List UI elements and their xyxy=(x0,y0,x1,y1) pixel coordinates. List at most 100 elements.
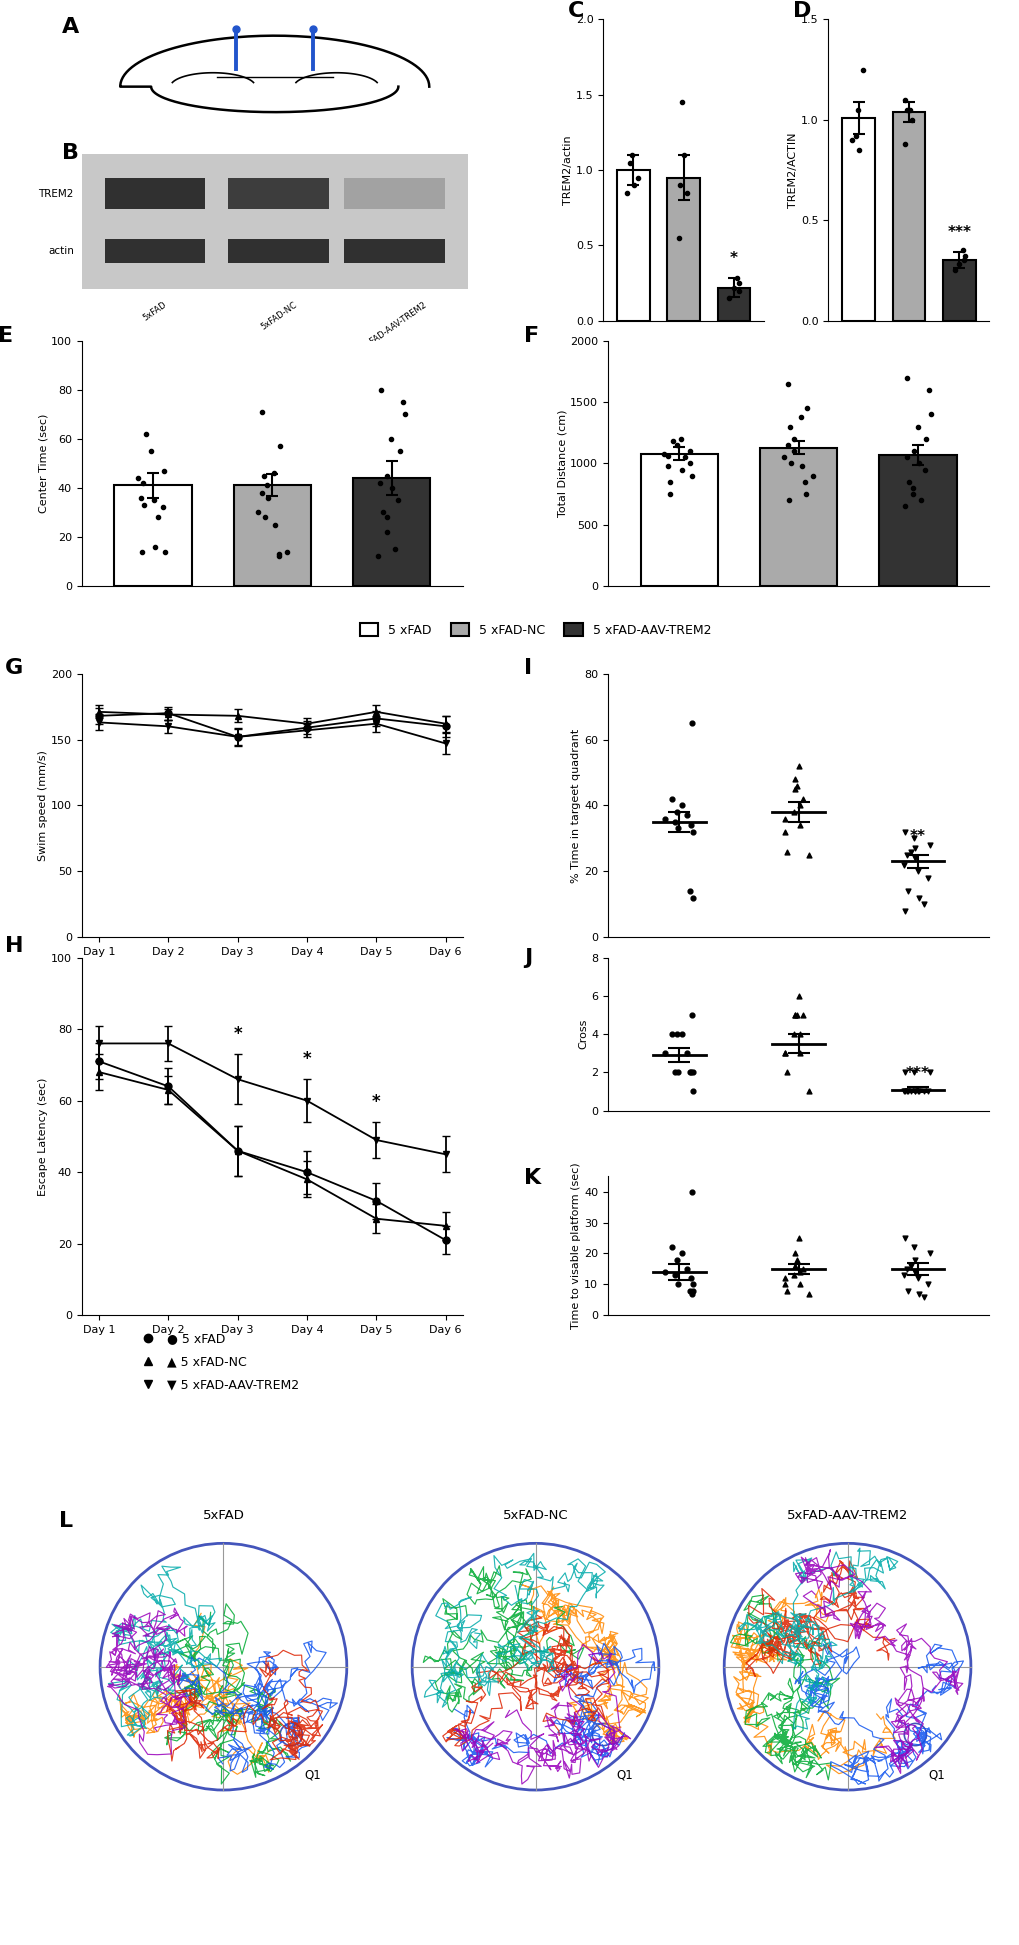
Point xyxy=(909,1076,925,1107)
Text: ***: *** xyxy=(905,1066,929,1081)
Point xyxy=(372,375,388,407)
Point xyxy=(794,1000,810,1031)
Point xyxy=(900,467,916,498)
Point xyxy=(897,84,913,115)
Point xyxy=(625,169,641,200)
Point xyxy=(898,840,914,871)
Point xyxy=(671,222,687,253)
Point xyxy=(669,1268,686,1299)
Point xyxy=(629,161,645,193)
Bar xyxy=(616,169,649,321)
Text: Q1: Q1 xyxy=(927,1768,944,1782)
Point xyxy=(915,1282,931,1313)
Point xyxy=(955,245,971,276)
Text: TREM2: TREM2 xyxy=(39,189,73,198)
Y-axis label: Center Time (sec): Center Time (sec) xyxy=(38,414,48,513)
Point xyxy=(786,1000,802,1031)
Point xyxy=(906,1076,922,1107)
Point xyxy=(909,410,925,442)
Point xyxy=(785,424,801,455)
Bar xyxy=(640,453,717,585)
Point xyxy=(685,1276,701,1307)
Point xyxy=(775,1037,792,1068)
Bar xyxy=(105,179,205,210)
Bar xyxy=(892,111,924,321)
Text: Q1: Q1 xyxy=(304,1768,320,1782)
Point xyxy=(776,1037,793,1068)
Text: actin: actin xyxy=(48,247,73,257)
Text: *: * xyxy=(730,251,737,266)
Point xyxy=(685,1268,701,1299)
Point xyxy=(900,875,916,906)
Point xyxy=(779,836,795,867)
Point xyxy=(659,440,676,471)
Point xyxy=(779,430,795,461)
Point xyxy=(679,1037,695,1068)
Point xyxy=(725,272,741,303)
Point xyxy=(683,1278,699,1309)
Point xyxy=(850,134,866,165)
Point xyxy=(266,457,282,488)
Point xyxy=(916,453,932,484)
Title: 5xFAD-AAV-TREM2: 5xFAD-AAV-TREM2 xyxy=(786,1509,907,1523)
Text: 5xFAD-AAV-TREM2: 5xFAD-AAV-TREM2 xyxy=(360,300,428,352)
Point xyxy=(133,482,150,513)
Point xyxy=(684,1177,700,1208)
Text: L: L xyxy=(59,1511,73,1531)
Point xyxy=(791,1019,807,1050)
Point xyxy=(789,1000,805,1031)
Point xyxy=(382,424,398,455)
Bar xyxy=(759,447,837,585)
Point xyxy=(661,478,678,510)
Point xyxy=(668,1019,685,1050)
Point xyxy=(920,1237,936,1268)
Point xyxy=(786,1019,802,1050)
Point xyxy=(259,471,275,502)
Point xyxy=(656,803,673,834)
Point xyxy=(133,537,150,568)
Point xyxy=(919,862,935,893)
Text: C: C xyxy=(568,2,584,21)
Point xyxy=(662,784,679,815)
Point xyxy=(903,105,919,136)
Text: **: ** xyxy=(909,829,925,844)
Point xyxy=(789,1245,805,1276)
Point xyxy=(847,121,863,152)
Point xyxy=(950,249,966,280)
Point xyxy=(775,803,792,834)
Point xyxy=(378,515,394,547)
Point xyxy=(779,1276,795,1307)
Y-axis label: % Time in targeet quadrant: % Time in targeet quadrant xyxy=(571,727,581,883)
Point xyxy=(729,263,745,294)
Point xyxy=(668,796,685,827)
Point xyxy=(794,784,810,815)
Point xyxy=(681,875,697,906)
Point xyxy=(786,774,802,805)
Point xyxy=(259,482,275,513)
Point xyxy=(383,473,399,504)
Point xyxy=(674,1019,690,1050)
Point xyxy=(256,461,272,492)
Point xyxy=(390,484,407,515)
Point xyxy=(800,1278,816,1309)
Text: H: H xyxy=(5,936,23,957)
Point xyxy=(956,241,972,272)
Point xyxy=(150,502,166,533)
Point xyxy=(920,375,936,407)
Point xyxy=(136,490,152,521)
Point xyxy=(668,1245,685,1276)
Point xyxy=(854,54,870,86)
Point xyxy=(776,1268,793,1299)
Point xyxy=(906,842,922,873)
Point xyxy=(156,455,172,486)
Point xyxy=(804,461,820,492)
Point xyxy=(272,430,288,461)
Point xyxy=(786,1251,802,1282)
Point xyxy=(669,813,686,844)
Title: 5xFAD: 5xFAD xyxy=(203,1509,245,1523)
Point xyxy=(898,93,914,124)
Point xyxy=(794,1253,810,1284)
Point xyxy=(662,1019,679,1050)
Bar xyxy=(344,239,444,263)
Point xyxy=(915,1076,931,1107)
